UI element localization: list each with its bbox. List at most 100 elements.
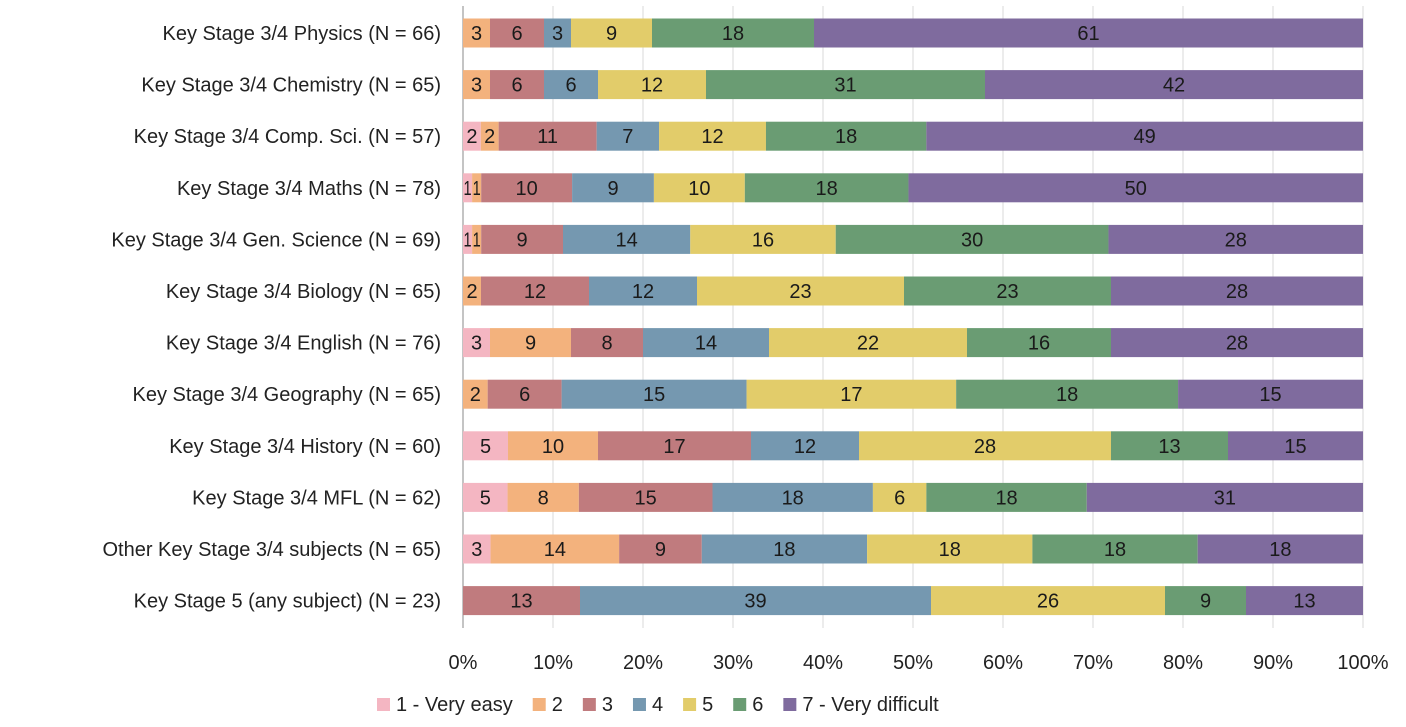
data-label: 15 <box>1284 436 1306 458</box>
data-label: 42 <box>1163 75 1185 97</box>
data-label: 28 <box>974 436 996 458</box>
data-label: 31 <box>834 75 856 97</box>
bar-segment <box>690 224 836 254</box>
bar-segment <box>926 121 1363 151</box>
bar-segment <box>596 121 660 151</box>
data-label: 18 <box>722 23 744 45</box>
bar-segment <box>1111 276 1363 306</box>
legend-swatch <box>683 698 697 711</box>
bar-segment <box>652 18 814 48</box>
bar-segment <box>926 482 1087 512</box>
data-label: 17 <box>840 384 862 406</box>
x-tick-label: 100% <box>1337 652 1388 674</box>
bar-segment <box>872 482 927 512</box>
x-tick-label: 10% <box>533 652 573 674</box>
category-label: Key Stage 3/4 Chemistry (N = 65) <box>141 75 441 97</box>
data-label: 9 <box>517 229 528 251</box>
bar-segment <box>463 379 488 409</box>
bar-segment <box>1032 534 1198 564</box>
data-label: 50 <box>1125 178 1147 200</box>
bar-segment <box>463 276 481 306</box>
data-label: 8 <box>601 333 612 355</box>
data-label: 14 <box>544 539 566 561</box>
data-label: 7 <box>622 126 633 148</box>
data-label: 15 <box>635 487 657 509</box>
bar-segment <box>561 379 747 409</box>
bar-segment <box>589 276 697 306</box>
legend-entry: 1 - Very easy <box>396 694 513 716</box>
bar-segment <box>571 18 652 48</box>
bar-segment <box>659 121 766 151</box>
x-tick-label: 80% <box>1163 652 1203 674</box>
data-label: 18 <box>1056 384 1078 406</box>
bar-segment <box>619 534 702 564</box>
bar-segment <box>643 328 769 358</box>
data-label: 30 <box>961 229 983 251</box>
data-label: 6 <box>519 384 530 406</box>
data-label: 16 <box>1028 333 1050 355</box>
bar-segment <box>480 121 499 151</box>
data-label: 18 <box>835 126 857 148</box>
legend: 1 - Very easy 2 3 4 5 6 7 - Very difficult <box>377 694 939 716</box>
bar-segment <box>967 328 1111 358</box>
legend-entry: 2 <box>552 694 563 716</box>
legend-entry: 7 - Very difficult <box>802 694 939 716</box>
data-label: 18 <box>1104 539 1126 561</box>
data-label: 18 <box>816 178 838 200</box>
data-label: 2 <box>466 281 477 303</box>
data-label: 9 <box>1200 591 1211 613</box>
data-label: 1 <box>473 178 481 200</box>
data-label: 3 <box>552 23 563 45</box>
bar-segment <box>697 276 904 306</box>
data-label: 13 <box>1293 591 1315 613</box>
bar-segment <box>463 482 508 512</box>
data-label: 3 <box>471 75 482 97</box>
bar-segment <box>481 173 573 203</box>
x-tick-label: 70% <box>1073 652 1113 674</box>
bar-segment <box>701 534 868 564</box>
bar-segment <box>1165 586 1246 616</box>
category-label: Key Stage 3/4 English (N = 76) <box>166 333 441 355</box>
bar-segment <box>490 18 544 48</box>
bar-segment <box>1111 431 1228 461</box>
bar-segment <box>712 482 873 512</box>
data-label: 14 <box>695 333 717 355</box>
data-label: 61 <box>1077 23 1099 45</box>
data-label: 1 <box>464 229 472 251</box>
bar-segment <box>751 431 859 461</box>
bar-segment <box>463 173 473 203</box>
bar-segment <box>481 224 563 254</box>
bar-segment <box>571 328 643 358</box>
x-tick-labels: 0% 10% 20% 30% 40% 50% 60% 70% 80% 90% 100% <box>449 652 1389 674</box>
data-label: 23 <box>996 281 1018 303</box>
data-label: 13 <box>1158 436 1180 458</box>
data-label: 2 <box>484 126 495 148</box>
data-labels: 3 6 3 9 18 613 6 6 12 31 422 2 11 7 12 18 491 1 10 9 10 18 501… <box>464 23 1316 613</box>
data-label: 26 <box>1037 591 1059 613</box>
bar-segment <box>490 534 620 564</box>
data-label: 3 <box>471 539 482 561</box>
bar-segment <box>463 586 580 616</box>
category-label: Key Stage 3/4 Maths (N = 78) <box>177 178 441 200</box>
bar-segment <box>1197 534 1363 564</box>
data-label: 18 <box>782 487 804 509</box>
bar-segment <box>572 173 654 203</box>
x-tick-label: 0% <box>449 652 478 674</box>
data-label: 10 <box>688 178 710 200</box>
bar-segment <box>563 224 691 254</box>
legend-swatch <box>582 698 596 711</box>
x-tick-label: 40% <box>803 652 843 674</box>
bar-segment <box>1086 482 1363 512</box>
bar-segment <box>706 70 985 100</box>
bar-segment <box>904 276 1111 306</box>
data-label: 5 <box>480 436 491 458</box>
legend-swatch <box>377 698 390 711</box>
category-label: Other Key Stage 3/4 subjects (N = 65) <box>102 539 441 561</box>
data-label: 15 <box>1259 384 1281 406</box>
data-label: 18 <box>773 539 795 561</box>
bar-segment <box>463 18 490 48</box>
legend-swatch <box>733 698 747 711</box>
data-label: 1 <box>464 178 472 200</box>
bar-segment <box>1111 328 1363 358</box>
category-label: Key Stage 5 (any subject) (N = 23) <box>134 591 441 613</box>
